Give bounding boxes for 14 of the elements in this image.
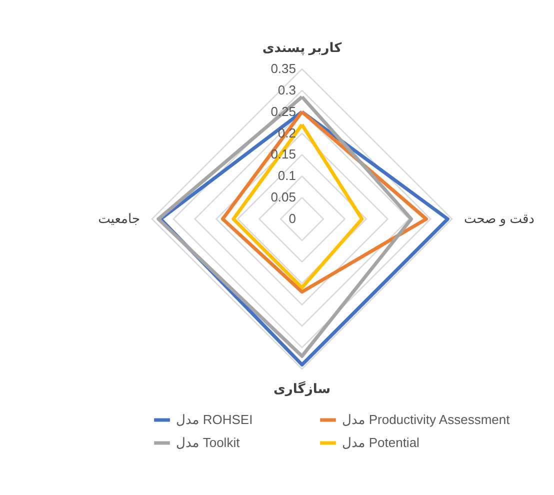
y-tick-label: 0 xyxy=(288,211,296,226)
spoke-label: جامعیت xyxy=(98,211,140,226)
y-tick-label: 0.05 xyxy=(270,190,296,205)
legend-label: مدل Potential xyxy=(342,435,420,450)
y-tick-label: 0.3 xyxy=(278,82,296,98)
y-tick-label: 0.1 xyxy=(278,168,296,184)
legend-label: مدل Productivity Assessment xyxy=(342,412,510,427)
legend-label: مدل ROHSEI xyxy=(176,412,253,427)
spoke-label: سازگاری xyxy=(274,381,330,397)
legend-label: مدل Toolkit xyxy=(176,435,240,450)
y-tick-label: 0.25 xyxy=(270,104,296,119)
y-tick-label: 0.35 xyxy=(270,61,296,76)
spoke-label: کاربر پسندی xyxy=(262,40,342,56)
spoke-label: دقت و صحت xyxy=(464,211,535,227)
